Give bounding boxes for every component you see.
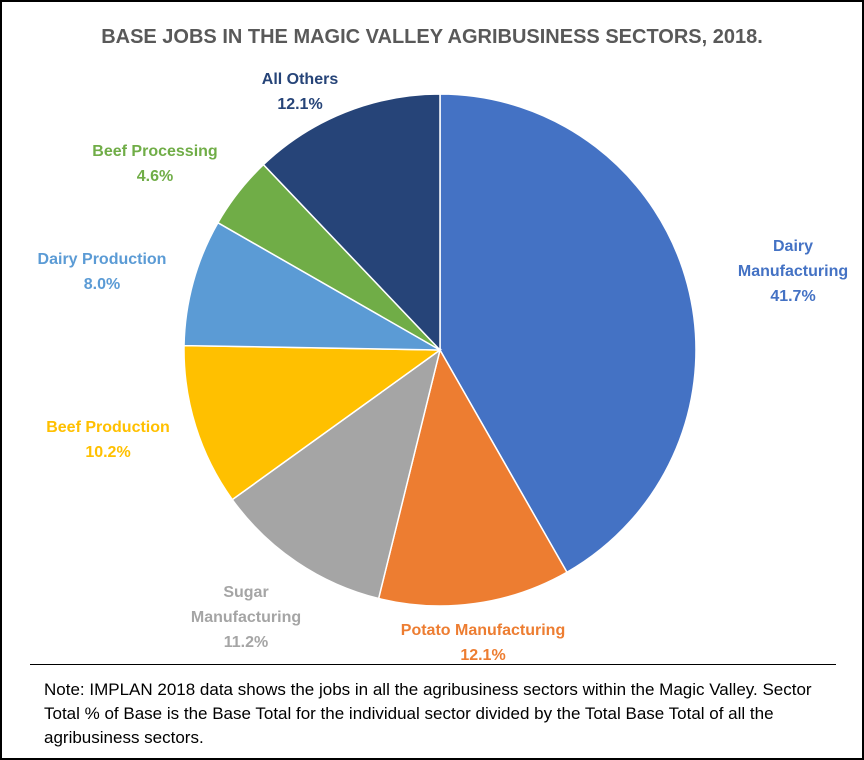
slice-label-name: Manufacturing bbox=[190, 609, 302, 626]
slice-label-name: Manufacturing bbox=[737, 263, 849, 280]
pie-slice bbox=[183, 344, 443, 501]
pie-slice bbox=[183, 221, 441, 351]
pie-slice bbox=[439, 93, 697, 574]
slice-label-name: Beef Processing bbox=[92, 143, 218, 160]
slice-label: Potato Manufacturing 12.1% bbox=[363, 618, 603, 668]
slice-label: Sugar Manufacturing 11.2% bbox=[166, 580, 326, 655]
pie-slice bbox=[231, 348, 442, 600]
pie-slice bbox=[262, 93, 441, 352]
slice-label-name: Dairy bbox=[772, 238, 814, 255]
pie-slice bbox=[377, 347, 568, 607]
slice-label-name: Sugar bbox=[223, 584, 269, 601]
slice-label-percent: 12.1% bbox=[277, 96, 323, 113]
footnote: Note: IMPLAN 2018 data shows the jobs in… bbox=[44, 680, 812, 747]
slice-label-name: Beef Production bbox=[46, 419, 170, 436]
slice-label: Beef Processing 4.6% bbox=[65, 139, 245, 189]
slice-label: Beef Production 10.2% bbox=[18, 415, 198, 465]
slice-label-percent: 4.6% bbox=[136, 168, 174, 185]
chart-title: BASE JOBS IN THE MAGIC VALLEY AGRIBUSINE… bbox=[101, 26, 763, 48]
slice-label: Dairy Production 8.0% bbox=[7, 247, 197, 297]
slice-label-percent: 12.1% bbox=[460, 647, 506, 664]
slice-label: All Others 12.1% bbox=[230, 67, 370, 117]
slice-label-percent: 41.7% bbox=[770, 288, 816, 305]
divider-line bbox=[30, 664, 836, 665]
slice-label: Dairy Manufacturing 41.7% bbox=[713, 234, 864, 309]
slice-label-name: Dairy Production bbox=[37, 251, 167, 268]
pie-chart bbox=[183, 93, 697, 607]
slice-label-percent: 11.2% bbox=[223, 634, 269, 651]
slice-label-percent: 8.0% bbox=[83, 276, 121, 293]
slice-label-name: Potato Manufacturing bbox=[400, 622, 566, 639]
slice-label-name: All Others bbox=[261, 71, 339, 88]
slice-label-percent: 10.2% bbox=[85, 444, 131, 461]
